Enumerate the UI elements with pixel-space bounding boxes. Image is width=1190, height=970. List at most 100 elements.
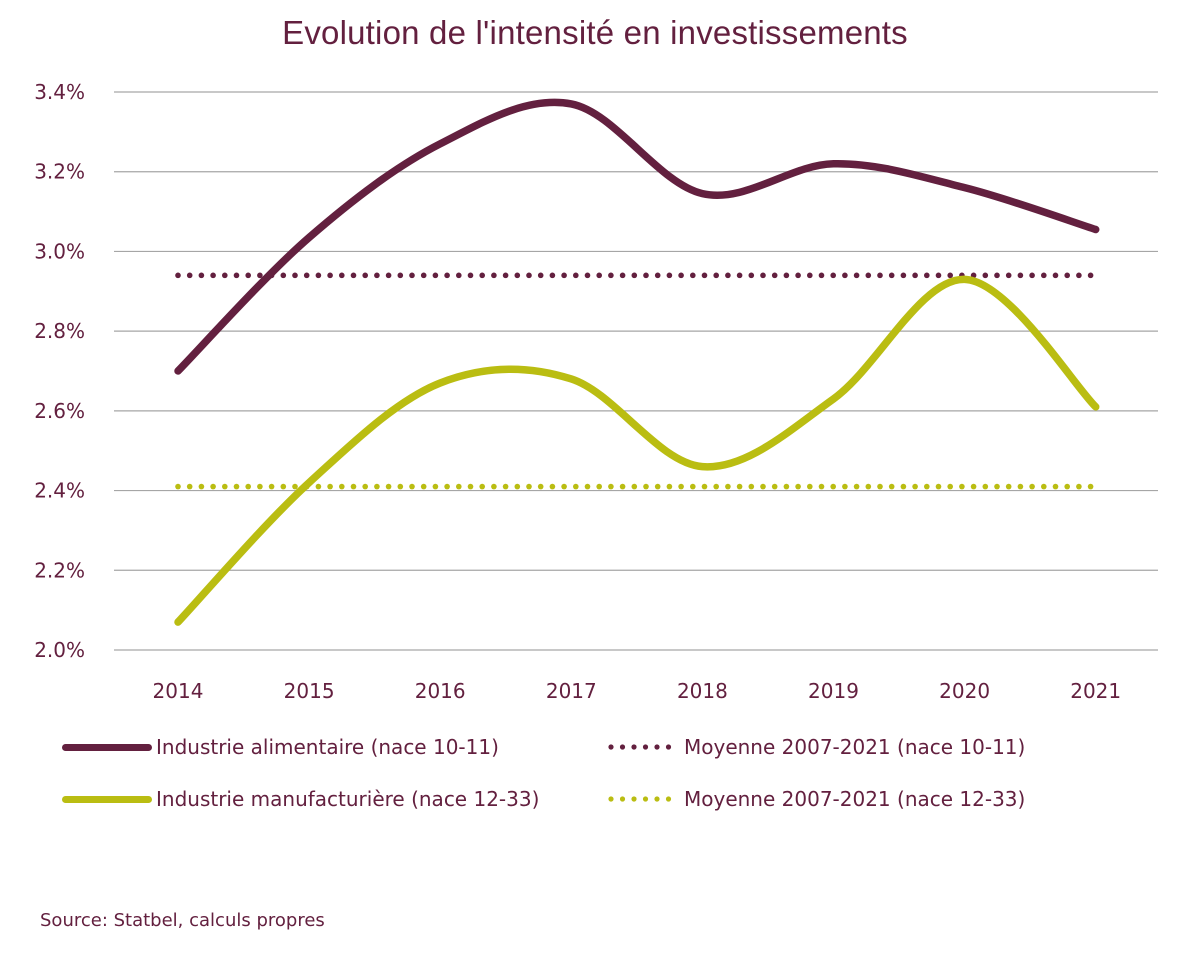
average-dot: [1017, 483, 1024, 490]
average-dot: [409, 272, 415, 279]
average-dot: [257, 483, 263, 490]
average-dot: [549, 483, 556, 490]
average-dot: [725, 272, 731, 279]
average-dot: [596, 483, 602, 490]
legend-swatch-dotted-green: [608, 796, 672, 802]
average-dot: [444, 483, 450, 490]
average-dot: [1087, 272, 1094, 279]
average-dot: [619, 483, 626, 490]
average-dot: [807, 483, 813, 490]
average-dot: [222, 272, 228, 279]
average-dot: [257, 272, 263, 279]
average-dot: [537, 483, 544, 490]
average-dot: [690, 272, 696, 279]
average-dot: [654, 483, 661, 490]
series-moyenne-2007-2021-nace-10-11-dotted-line: [175, 272, 1094, 279]
x-tick-label: 2018: [677, 679, 728, 703]
average-dot: [526, 272, 532, 279]
average-dot: [877, 272, 883, 279]
average-dot: [549, 272, 556, 279]
average-dot: [467, 272, 474, 279]
average-dot: [701, 483, 708, 490]
average-dot: [409, 483, 415, 490]
average-dot: [713, 272, 719, 279]
average-dot: [900, 272, 907, 279]
average-dot: [842, 483, 848, 490]
y-tick-label: 3.4%: [34, 80, 85, 104]
average-dot: [690, 483, 696, 490]
average-dot: [502, 483, 509, 490]
average-dot: [1076, 483, 1082, 490]
average-dot: [350, 483, 357, 490]
average-dot: [444, 272, 450, 279]
average-dot: [947, 272, 953, 279]
average-dot: [842, 272, 848, 279]
average-dot: [456, 272, 462, 279]
average-dot: [935, 272, 942, 279]
legend-label: Industrie alimentaire (nace 10-11): [156, 735, 499, 759]
average-dot: [327, 272, 333, 279]
average-dot: [175, 483, 181, 490]
average-dot: [654, 272, 661, 279]
average-dot: [233, 272, 240, 279]
average-dot: [1041, 483, 1047, 490]
average-dot: [292, 483, 298, 490]
average-dot: [1005, 272, 1012, 279]
average-dot: [350, 272, 357, 279]
average-dot: [385, 483, 392, 490]
average-dot: [947, 483, 953, 490]
average-dot: [1029, 483, 1035, 490]
average-dot: [666, 272, 673, 279]
y-tick-label: 3.0%: [34, 239, 85, 263]
average-dot: [479, 483, 486, 490]
average-dot: [783, 483, 790, 490]
average-dot: [210, 272, 216, 279]
average-dot: [175, 272, 181, 279]
average-dot: [420, 483, 427, 490]
average-dot: [959, 483, 965, 490]
average-dot: [818, 483, 825, 490]
legend-item-moyenne-12-33: Moyenne 2007-2021 (nace 12-33): [608, 784, 1025, 814]
average-dot: [502, 272, 509, 279]
legend-label: Moyenne 2007-2021 (nace 10-11): [684, 735, 1026, 759]
average-dot: [584, 272, 591, 279]
average-dot: [339, 272, 345, 279]
average-dot: [233, 483, 240, 490]
average-dot: [432, 272, 439, 279]
x-tick-label: 2016: [415, 679, 466, 703]
average-dot: [537, 272, 544, 279]
average-dot: [1041, 272, 1047, 279]
average-dot: [561, 483, 567, 490]
average-dot: [619, 272, 626, 279]
average-dot: [245, 272, 251, 279]
average-dot: [736, 483, 743, 490]
average-dot: [315, 272, 322, 279]
average-dot: [865, 272, 872, 279]
average-dot: [198, 272, 205, 279]
average-dot: [303, 272, 310, 279]
legend-swatch-dotted-purple: [608, 744, 672, 750]
average-dot: [877, 483, 883, 490]
average-dot: [362, 483, 369, 490]
average-dot: [771, 483, 778, 490]
average-dot: [280, 483, 287, 490]
average-dot: [935, 483, 942, 490]
y-tick-label: 2.6%: [34, 399, 85, 423]
x-tick-label: 2015: [284, 679, 335, 703]
average-dot: [596, 272, 602, 279]
average-dot: [1052, 272, 1059, 279]
average-dot: [900, 483, 907, 490]
average-dot: [888, 483, 895, 490]
average-dot: [736, 272, 743, 279]
average-dot: [514, 272, 521, 279]
average-dot: [397, 272, 404, 279]
gridlines: [114, 91, 1158, 651]
average-dot: [783, 272, 790, 279]
average-dot: [1017, 272, 1024, 279]
average-dot: [994, 272, 1000, 279]
average-dot: [713, 483, 719, 490]
legend-item-moyenne-10-11: Moyenne 2007-2021 (nace 10-11): [608, 732, 1025, 762]
average-dot: [327, 483, 333, 490]
average-dot: [608, 483, 614, 490]
